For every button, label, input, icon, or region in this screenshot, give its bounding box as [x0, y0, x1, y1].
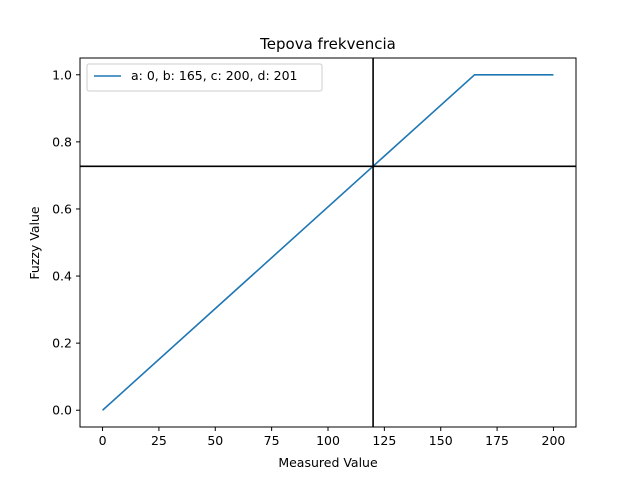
x-tick-label: 75: [264, 433, 280, 448]
x-tick-label: 125: [372, 433, 396, 448]
y-tick-label: 0.2: [52, 336, 72, 351]
y-tick-label: 0.8: [52, 134, 72, 149]
legend-entry-0: a: 0, b: 165, c: 200, d: 201: [131, 68, 298, 83]
x-tick-label: 100: [316, 433, 340, 448]
y-tick-label: 1.0: [52, 67, 72, 82]
y-tick-label: 0.4: [52, 269, 72, 284]
plot-area: 0 25 50 75 100 125 150 175 200 0.0 0.2 0.4 0.6 0.8 1.0: [52, 57, 577, 448]
y-tick-label: 0.6: [52, 201, 72, 216]
x-tick-label: 0: [99, 433, 107, 448]
y-tick-label: 0.0: [52, 403, 72, 418]
x-tick-label: 175: [485, 433, 509, 448]
x-tick-label: 25: [151, 433, 167, 448]
x-tick-label: 50: [207, 433, 223, 448]
y-axis-label: Fuzzy Value: [27, 206, 42, 280]
x-tick-label: 200: [542, 433, 566, 448]
chart-title: Tepova frekvencia: [259, 35, 396, 53]
legend-box: [86, 63, 323, 92]
legend: a: 0, b: 165, c: 200, d: 201: [86, 63, 323, 92]
x-tick-label: 150: [429, 433, 453, 448]
series-line-0: [102, 73, 554, 411]
x-axis-label: Measured Value: [278, 455, 378, 470]
